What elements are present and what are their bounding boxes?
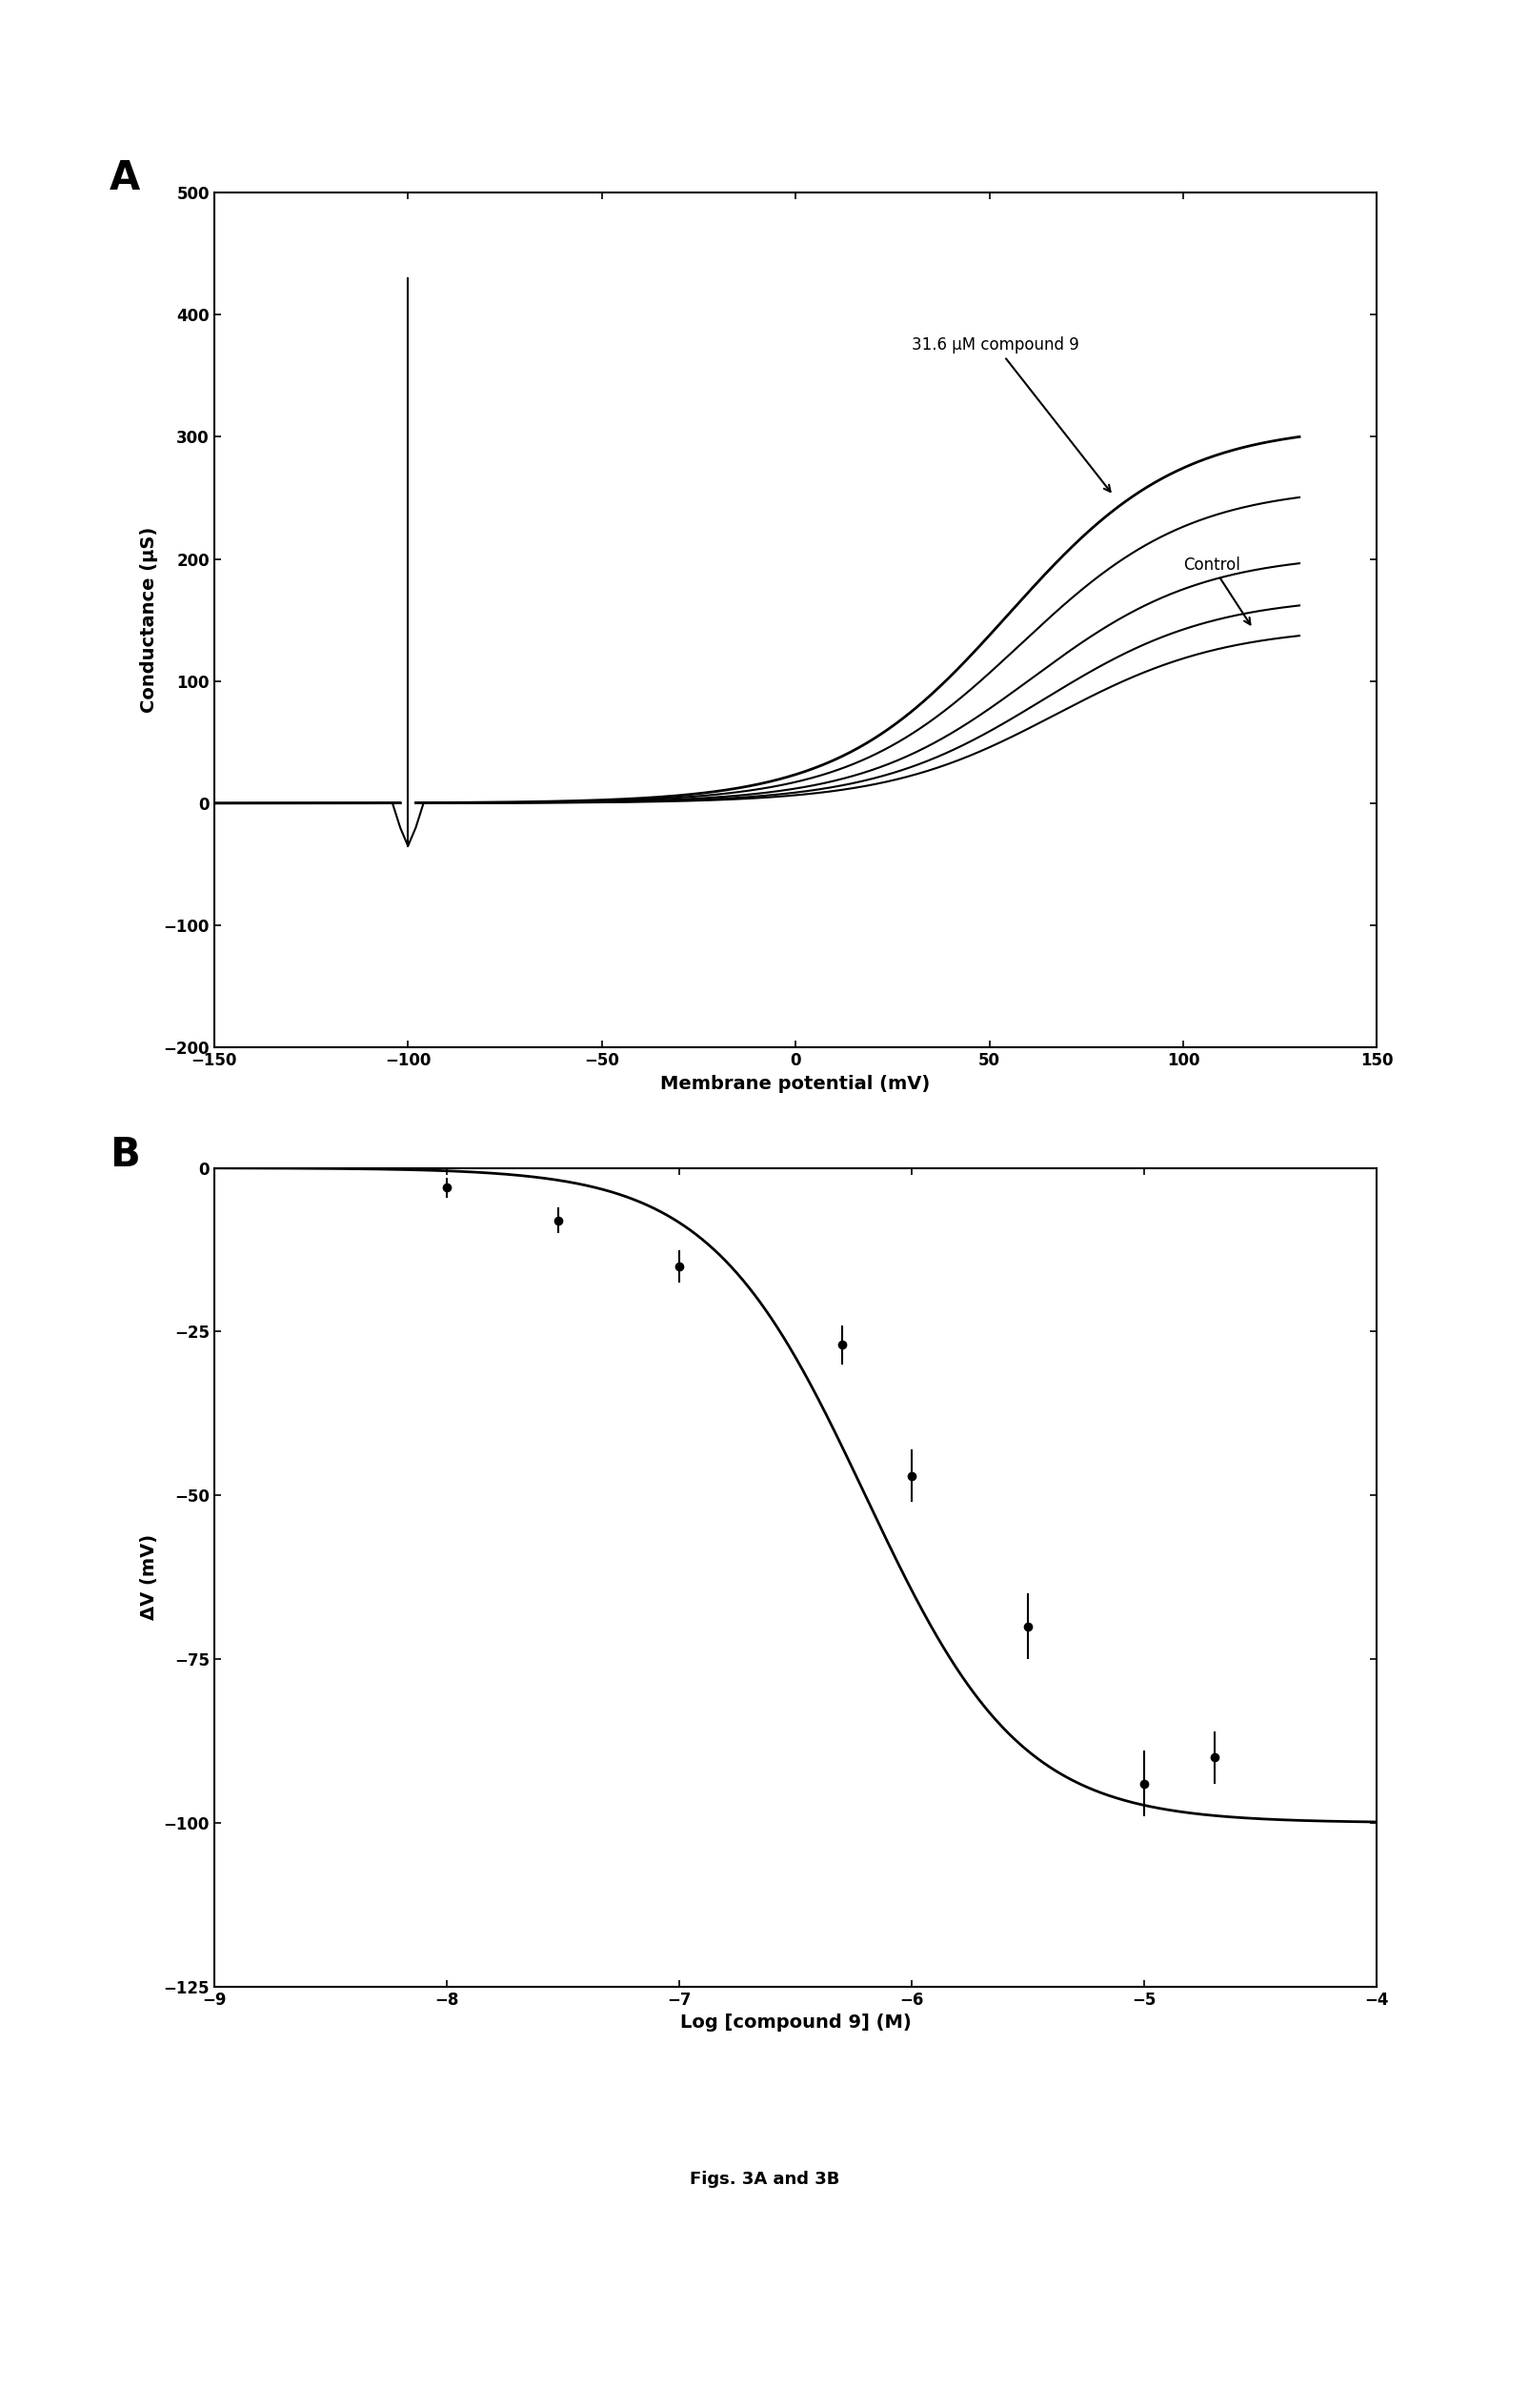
X-axis label: Membrane potential (mV): Membrane potential (mV) xyxy=(661,1074,930,1093)
Text: A: A xyxy=(110,159,141,197)
Text: B: B xyxy=(110,1134,139,1175)
Text: 31.6 μM compound 9: 31.6 μM compound 9 xyxy=(911,337,1110,491)
Text: Control: Control xyxy=(1182,556,1249,624)
Y-axis label: Conductance (μS): Conductance (μS) xyxy=(139,527,157,713)
X-axis label: Log [compound 9] (M): Log [compound 9] (M) xyxy=(679,2013,911,2032)
Y-axis label: ΔV (mV): ΔV (mV) xyxy=(139,1534,157,1621)
Text: Figs. 3A and 3B: Figs. 3A and 3B xyxy=(690,2170,839,2189)
